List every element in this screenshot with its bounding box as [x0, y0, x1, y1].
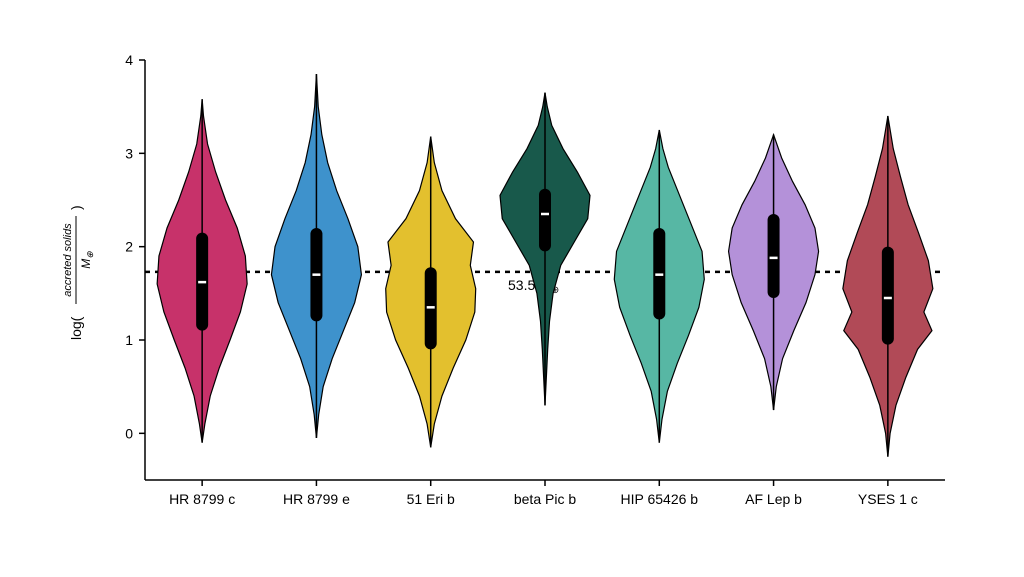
ytick-label: 4 — [125, 52, 133, 68]
box — [539, 189, 551, 252]
xtick-label: HR 8799 e — [283, 491, 350, 507]
xtick-label: 51 Eri b — [407, 491, 455, 507]
xtick-label: AF Lep b — [745, 491, 802, 507]
svg-text:accreted solids: accreted solids — [62, 223, 74, 297]
box — [768, 214, 780, 298]
ytick-label: 0 — [125, 425, 133, 441]
ytick-label: 1 — [125, 332, 133, 348]
box — [882, 247, 894, 345]
ytick-label: 2 — [125, 239, 133, 255]
violin-chart: 01234log(accreted solidsM⊕)53.5 M⊕HR 879… — [0, 0, 1024, 577]
svg-text:log(: log( — [68, 316, 84, 340]
xtick-label: HIP 65426 b — [620, 491, 698, 507]
xtick-label: YSES 1 c — [858, 491, 918, 507]
ytick-label: 3 — [125, 145, 133, 161]
xtick-label: beta Pic b — [514, 491, 576, 507]
xtick-label: HR 8799 c — [169, 491, 235, 507]
svg-text:): ) — [68, 205, 84, 210]
